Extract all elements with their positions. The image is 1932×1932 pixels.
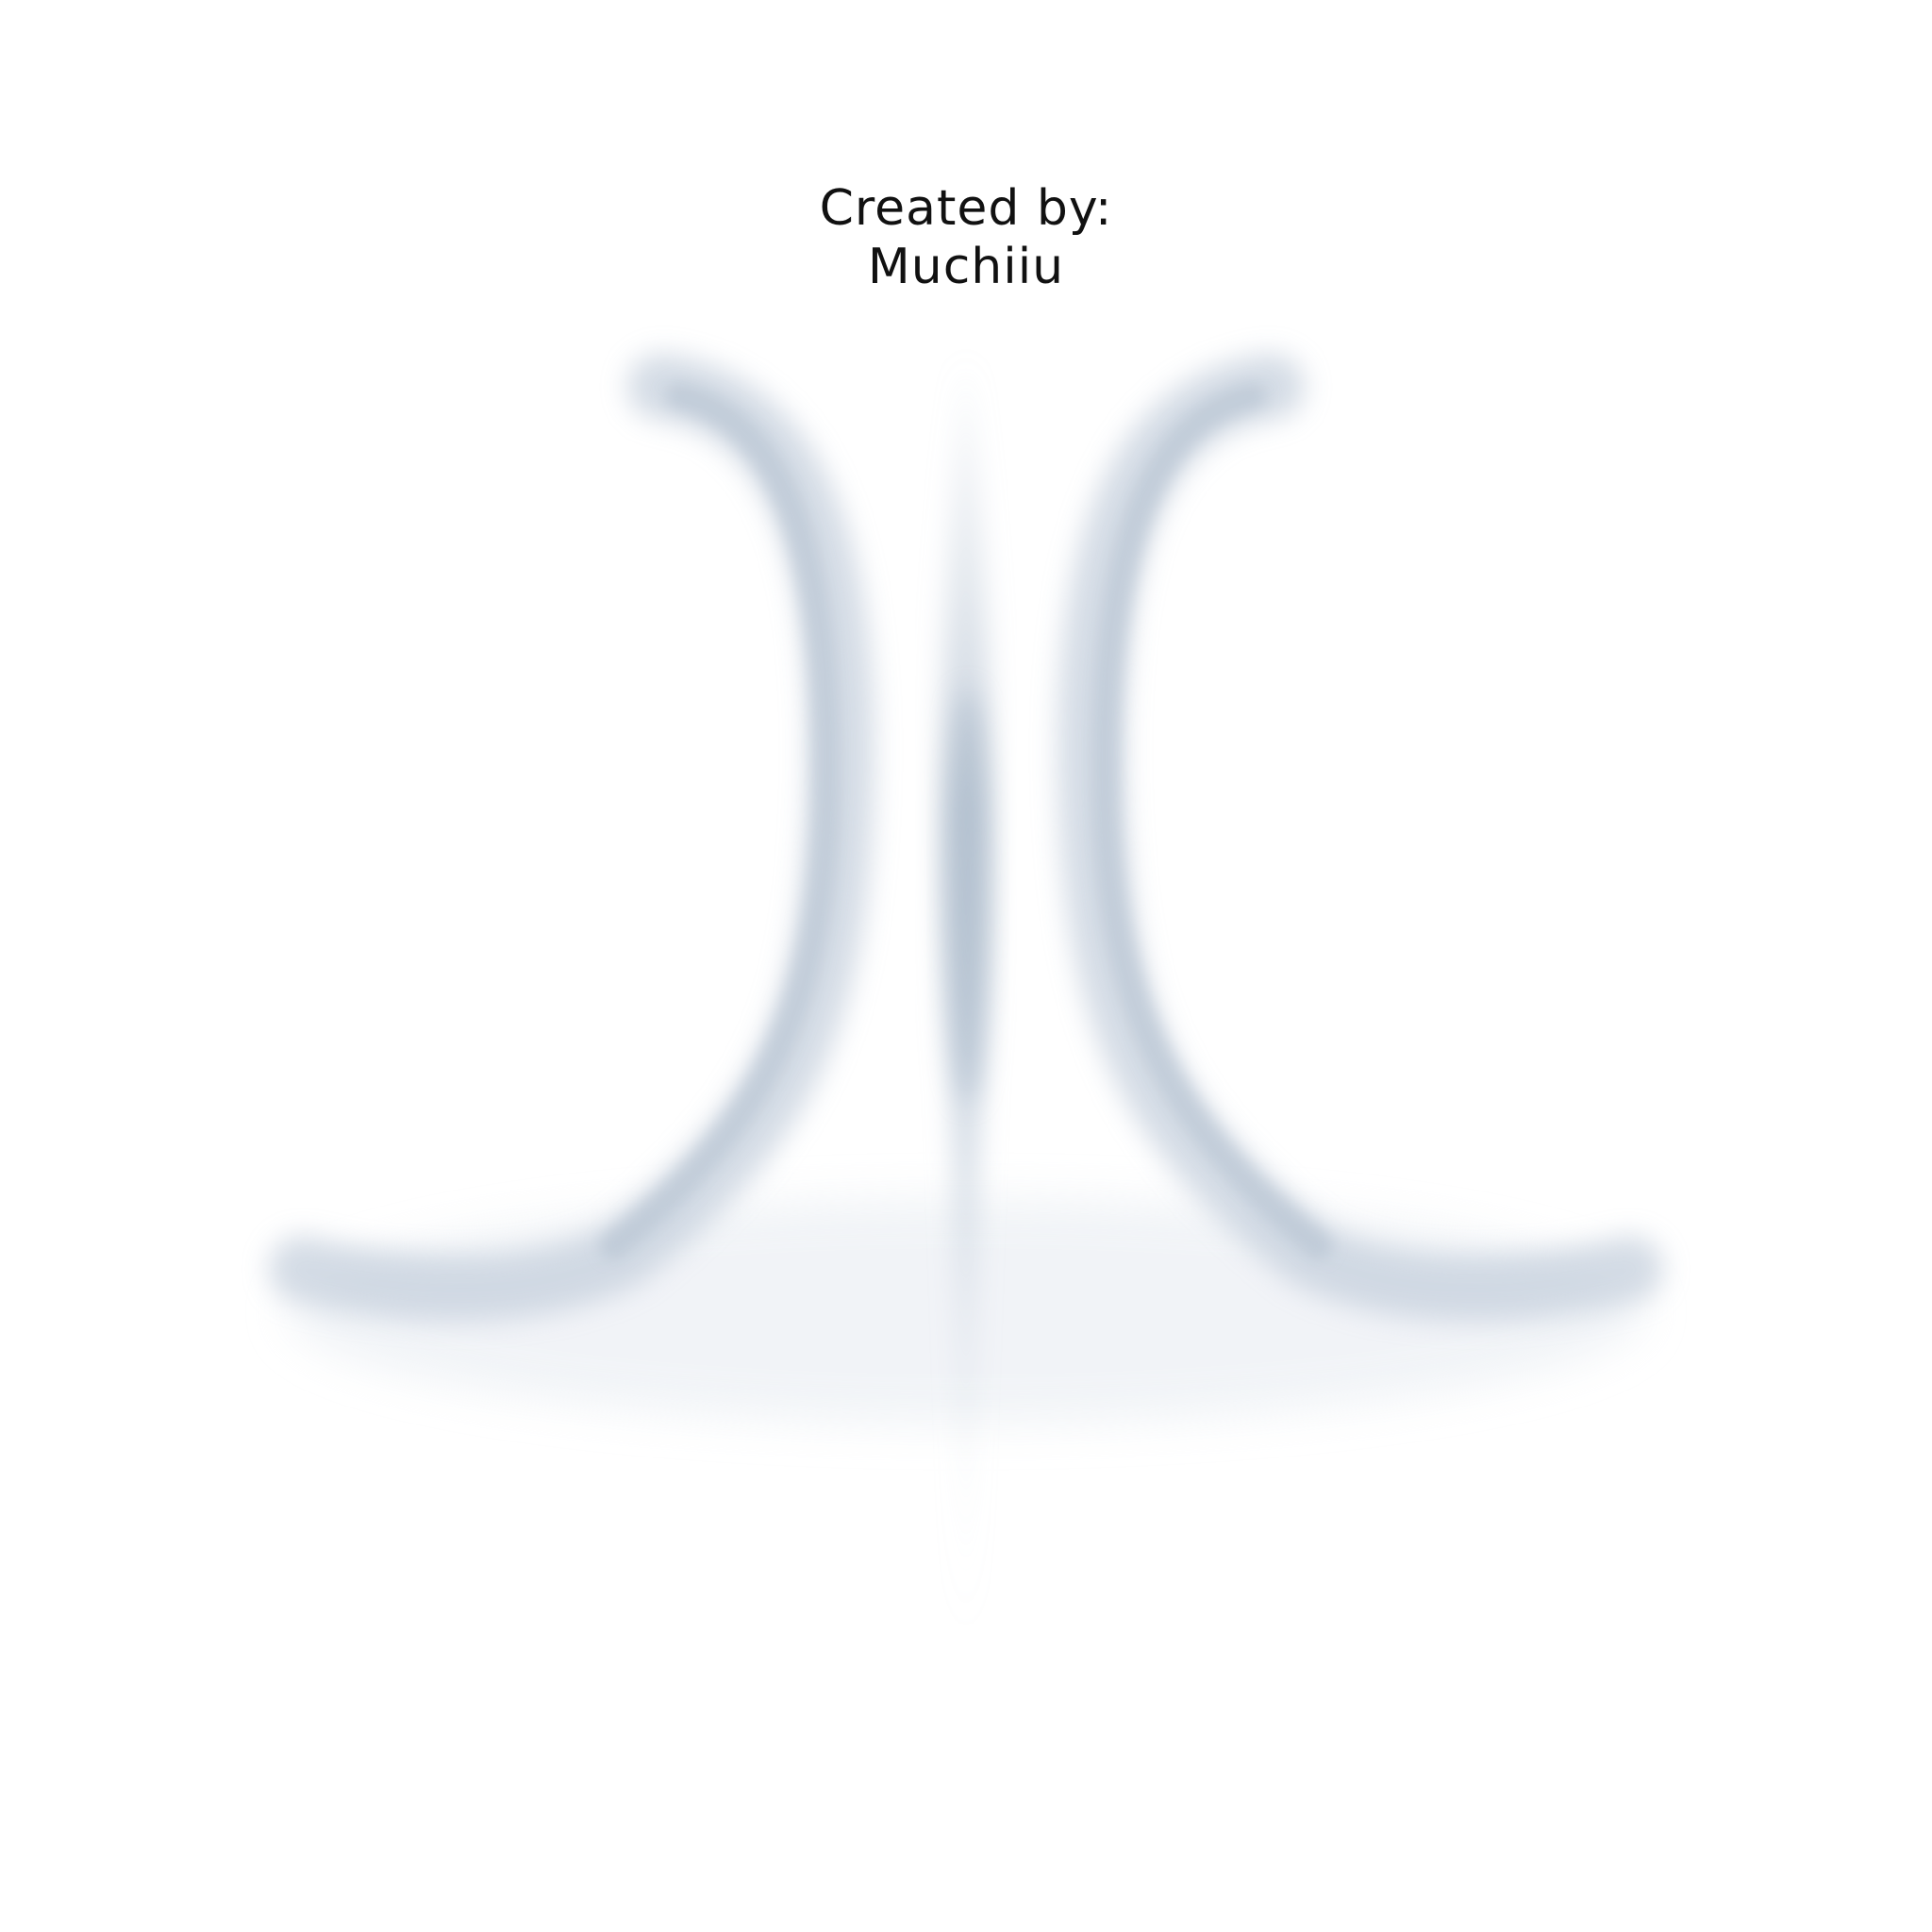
left-arm-shadow: [269, 354, 874, 1322]
creator-credit: Created by: Muchiiu: [0, 179, 1932, 296]
creator-name: Muchiiu: [867, 239, 1065, 295]
right-arm-core: [1091, 382, 1333, 1259]
left-arm-core: [599, 382, 841, 1259]
stem-dark-core: [947, 689, 989, 1104]
credit-label: Created by:: [819, 180, 1113, 237]
right-arm-shadow: [1058, 354, 1663, 1322]
